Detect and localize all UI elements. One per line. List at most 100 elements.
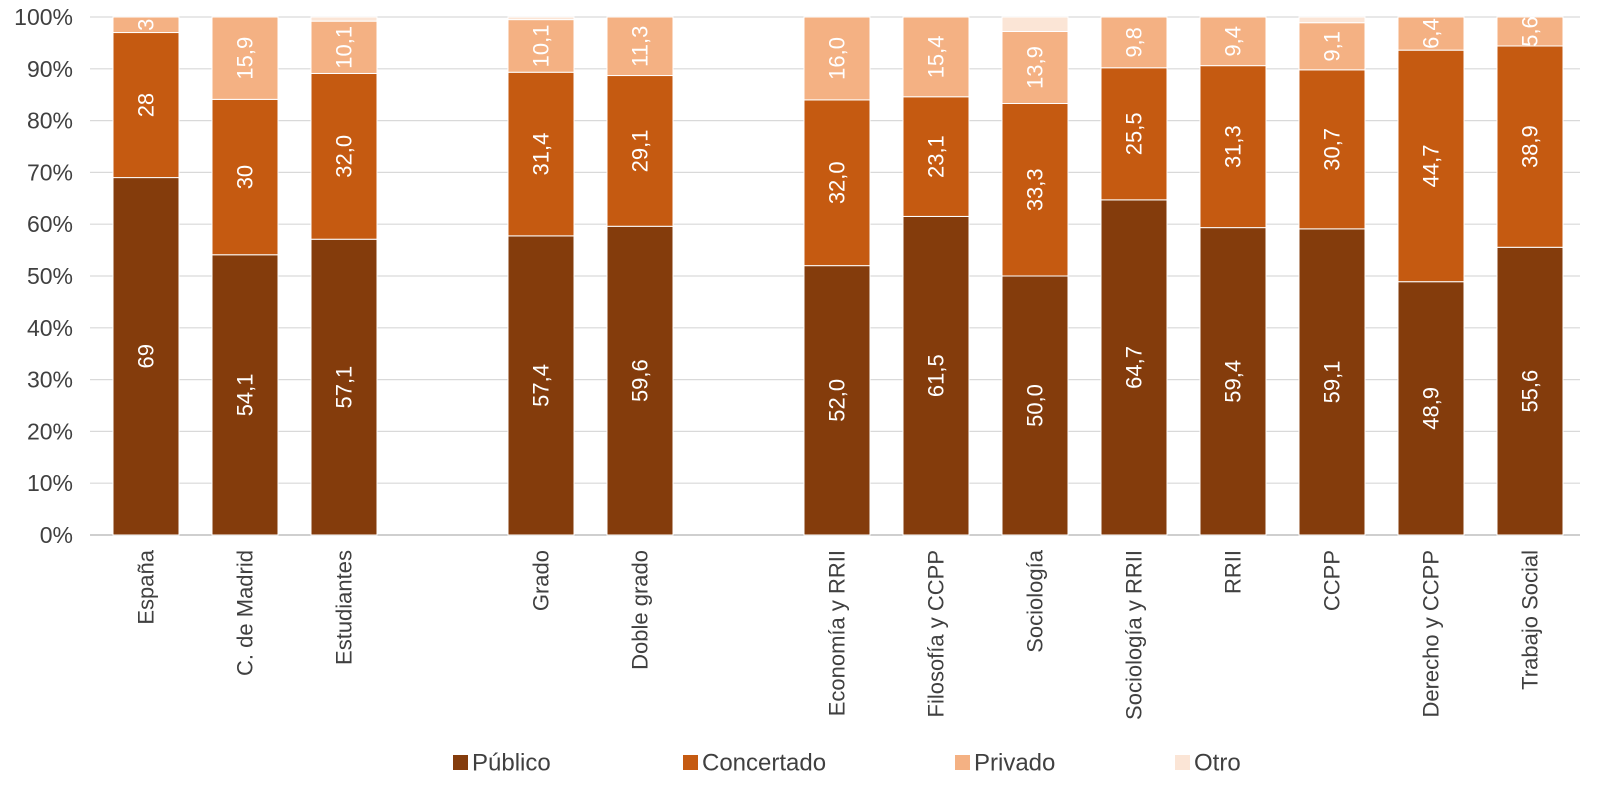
data-label-concertado-doble-grado: 29,1 [628,129,653,172]
data-label-concertado-rrii: 31,3 [1221,125,1246,168]
data-label-privado-espana: 3 [134,19,159,31]
data-label-concertado-trabajo-social: 38,9 [1518,125,1543,168]
data-label-privado-sociologia-y-rrii: 9,8 [1122,27,1147,58]
x-tick-label-c-de-madrid: C. de Madrid [233,550,258,676]
legend-swatch-privado [955,755,970,770]
bar-publico-sociologia [1001,275,1069,536]
bar-concertado-estudiantes [310,72,378,240]
bar-concertado-sociologia [1001,103,1069,277]
legend: Público Concertado Privado Otro [453,750,1241,777]
x-tick-label-economia-y-rrii: Economía y RRII [825,550,850,716]
y-tick-label: 0% [40,522,73,548]
bar-otro-grado [507,16,575,21]
x-tick-label-filosofia-y-ccpp: Filosofía y CCPP [924,550,949,718]
y-tick-label: 50% [27,263,73,289]
x-axis: España C. de Madrid Estudiantes Grado Doble … [134,549,1543,720]
data-label-publico-grado: 57,4 [529,364,554,407]
bar-publico-grado [507,235,575,536]
bar-privado-filosofia-y-ccpp [902,16,970,98]
data-label-publico-derecho-y-ccpp: 48,9 [1419,387,1444,430]
bar-publico-economia-y-rrii [803,265,871,536]
data-label-privado-doble-grado: 11,3 [628,26,653,67]
data-label-publico-espana: 69 [134,344,159,368]
data-label-privado-sociologia: 13,9 [1023,46,1048,89]
bar-privado-doble-grado [606,16,674,77]
bar-privado-ccpp [1298,22,1366,71]
x-tick-label-grado: Grado [529,550,554,611]
bar-publico-espana [112,177,180,536]
data-label-publico-doble-grado: 59,6 [628,359,653,402]
bar-otro-estudiantes [310,16,378,22]
bar-privado-estudiantes [310,20,378,74]
data-label-publico-sociologia: 50,0 [1023,384,1048,427]
bar-privado-sociologia-y-rrii [1100,16,1168,69]
bar-concertado-derecho-y-ccpp [1397,49,1465,283]
data-label-concertado-economia-y-rrii: 32,0 [825,161,850,204]
bar-publico-filosofia-y-ccpp [902,215,970,536]
x-tick-label-espana: España [134,549,159,624]
data-label-publico-estudiantes: 57,1 [332,366,357,409]
bar-publico-c-de-madrid [211,254,279,536]
data-label-publico-economia-y-rrii: 52,0 [825,379,850,422]
bar-concertado-grado [507,71,575,237]
bar-concertado-economia-y-rrii [803,99,871,267]
bar-privado-espana [112,16,180,34]
legend-swatch-publico [453,755,468,770]
x-tick-label-trabajo-social: Trabajo Social [1518,550,1543,690]
y-tick-label: 90% [27,56,73,82]
bar-privado-derecho-y-ccpp [1397,16,1465,51]
y-tick-label: 60% [27,211,73,237]
bar-concertado-doble-grado [606,75,674,227]
legend-label-concertado: Concertado [702,750,826,777]
x-tick-label-sociologia: Sociología [1023,549,1048,653]
bar-privado-economia-y-rrii [803,16,871,101]
bar-concertado-c-de-madrid [211,98,279,256]
legend-label-otro: Otro [1194,750,1241,777]
x-tick-label-estudiantes: Estudiantes [332,550,357,665]
data-label-privado-derecho-y-ccpp: 6,4 [1419,18,1444,49]
data-label-privado-c-de-madrid: 15,9 [233,37,258,80]
x-tick-label-doble-grado: Doble grado [628,550,653,670]
y-tick-label: 10% [27,470,73,496]
bar-publico-rrii [1199,227,1267,536]
data-label-publico-rrii: 59,4 [1221,360,1246,403]
data-label-publico-filosofia-y-ccpp: 61,5 [924,354,949,397]
data-label-concertado-estudiantes: 32,0 [332,135,357,178]
bar-privado-sociologia [1001,31,1069,105]
bar-concertado-trabajo-social [1496,45,1564,248]
data-label-privado-economia-y-rrii: 16,0 [825,37,850,80]
bar-publico-doble-grado [606,225,674,536]
bar-privado-c-de-madrid [211,16,279,100]
data-label-publico-c-de-madrid: 54,1 [233,373,258,416]
data-label-concertado-derecho-y-ccpp: 44,7 [1419,145,1444,188]
data-label-publico-ccpp: 59,1 [1320,361,1345,404]
data-label-concertado-sociologia-y-rrii: 25,5 [1122,112,1147,155]
bar-publico-estudiantes [310,238,378,536]
bar-concertado-rrii [1199,65,1267,229]
data-label-privado-ccpp: 9,1 [1320,31,1345,62]
data-label-privado-filosofia-y-ccpp: 15,4 [924,35,949,78]
legend-swatch-concertado [683,755,698,770]
bar-privado-rrii [1199,16,1267,67]
y-tick-label: 70% [27,159,73,185]
data-label-concertado-filosofia-y-ccpp: 23,1 [924,135,949,178]
legend-label-publico: Público [472,750,551,777]
y-tick-label: 100% [14,4,73,30]
x-tick-label-ccpp: CCPP [1320,550,1345,611]
data-label-concertado-sociologia: 33,3 [1023,168,1048,211]
data-label-publico-sociologia-y-rrii: 64,7 [1122,346,1147,389]
data-label-concertado-ccpp: 30,7 [1320,128,1345,171]
data-label-privado-grado: 10,1 [529,25,554,68]
data-label-concertado-espana: 28 [134,93,159,117]
bar-otro-sociologia [1001,16,1069,33]
x-tick-label-rrii: RRII [1221,550,1246,594]
data-label-privado-estudiantes: 10,1 [332,26,357,69]
data-label-privado-trabajo-social: 5,6 [1518,16,1543,47]
legend-label-privado: Privado [974,750,1055,777]
x-tick-label-sociologia-y-rrii: Sociología y RRII [1122,550,1147,720]
bar-privado-grado [507,19,575,73]
data-label-publico-trabajo-social: 55,6 [1518,370,1543,413]
bars [112,16,1564,536]
bar-concertado-sociologia-y-rrii [1100,67,1168,201]
